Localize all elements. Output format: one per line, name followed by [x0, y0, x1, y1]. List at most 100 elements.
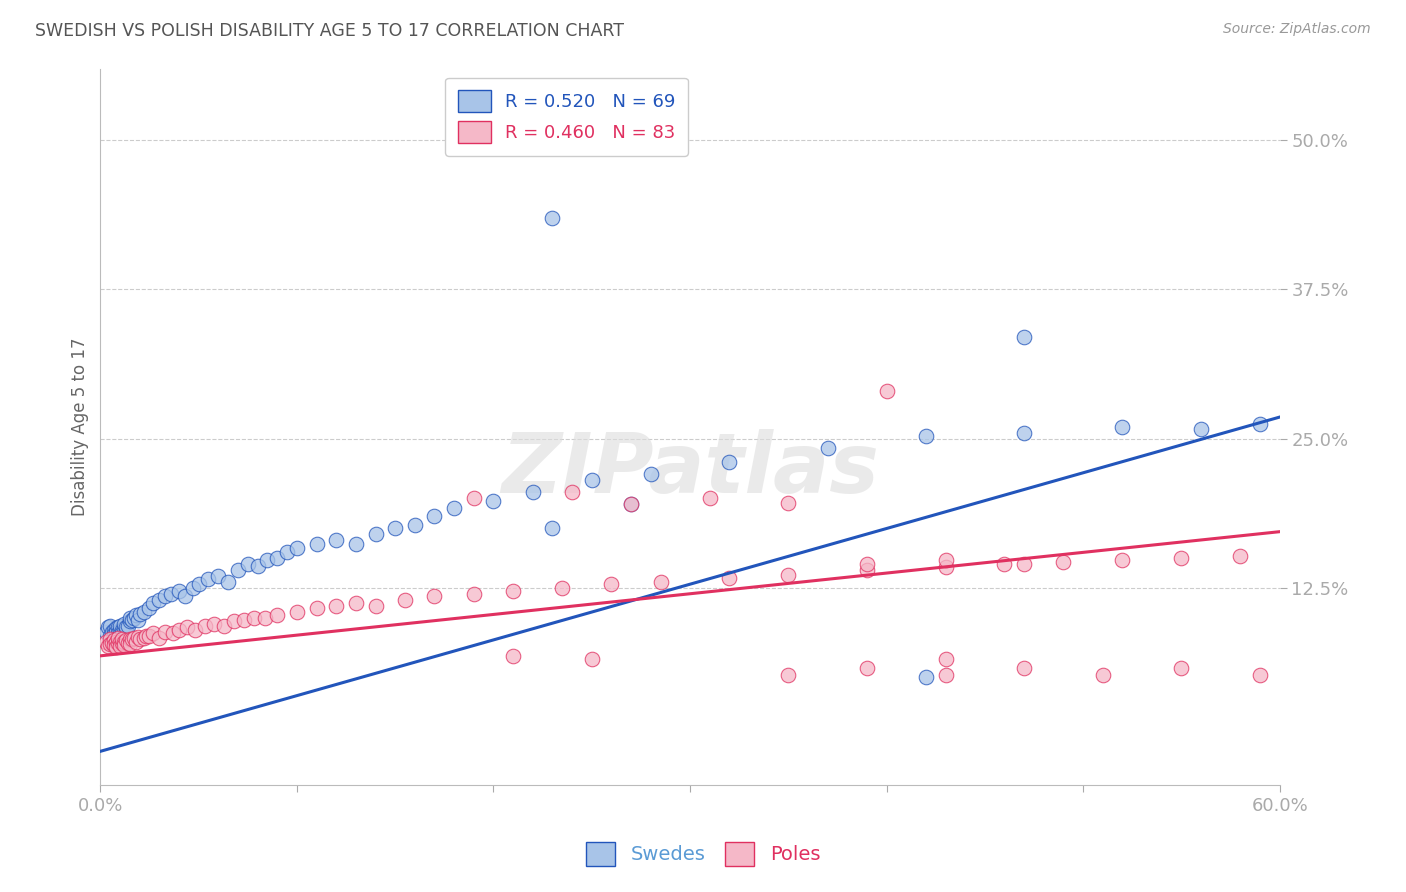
- Point: [266, 608, 288, 623]
- Point: [256, 553, 278, 567]
- Point: [384, 521, 406, 535]
- Point: [817, 441, 839, 455]
- Point: [423, 509, 446, 524]
- Point: [1052, 555, 1074, 569]
- Point: [856, 661, 879, 675]
- Point: [1012, 661, 1035, 675]
- Point: [122, 631, 145, 645]
- Point: [778, 668, 800, 682]
- Point: [107, 631, 129, 645]
- Point: [118, 637, 141, 651]
- Point: [718, 571, 741, 585]
- Point: [522, 485, 544, 500]
- Point: [620, 497, 643, 511]
- Point: [934, 652, 956, 666]
- Point: [482, 493, 505, 508]
- Point: [117, 636, 139, 650]
- Point: [778, 496, 800, 510]
- Point: [101, 636, 124, 650]
- Point: [246, 559, 269, 574]
- Point: [502, 584, 524, 599]
- Point: [132, 605, 155, 619]
- Point: [148, 631, 170, 645]
- Point: [103, 627, 125, 641]
- Point: [96, 624, 118, 639]
- Point: [176, 620, 198, 634]
- Point: [127, 613, 149, 627]
- Point: [111, 632, 134, 647]
- Point: [1249, 417, 1271, 432]
- Point: [934, 560, 956, 574]
- Point: [125, 634, 148, 648]
- Point: [541, 521, 564, 535]
- Point: [202, 616, 225, 631]
- Point: [254, 610, 277, 624]
- Point: [121, 613, 143, 627]
- Point: [640, 467, 662, 482]
- Point: [155, 589, 177, 603]
- Point: [285, 605, 308, 619]
- Point: [128, 632, 150, 647]
- Point: [1170, 551, 1192, 566]
- Point: [167, 623, 190, 637]
- Point: [463, 587, 485, 601]
- Point: [1111, 419, 1133, 434]
- Point: [212, 619, 235, 633]
- Point: [856, 563, 879, 577]
- Point: [112, 634, 135, 648]
- Point: [112, 616, 135, 631]
- Point: [344, 536, 367, 550]
- Point: [232, 613, 254, 627]
- Point: [443, 500, 465, 515]
- Point: [111, 623, 134, 637]
- Text: Source: ZipAtlas.com: Source: ZipAtlas.com: [1223, 22, 1371, 37]
- Point: [187, 577, 209, 591]
- Point: [107, 626, 129, 640]
- Point: [96, 634, 118, 648]
- Point: [344, 596, 367, 610]
- Point: [285, 541, 308, 556]
- Point: [97, 640, 120, 654]
- Point: [118, 632, 141, 647]
- Point: [160, 587, 183, 601]
- Point: [934, 553, 956, 567]
- Point: [98, 628, 121, 642]
- Point: [98, 632, 121, 647]
- Point: [111, 626, 134, 640]
- Point: [915, 429, 938, 443]
- Point: [121, 632, 143, 647]
- Point: [142, 596, 165, 610]
- Point: [915, 670, 938, 684]
- Point: [125, 608, 148, 623]
- Point: [1012, 425, 1035, 440]
- Point: [1111, 553, 1133, 567]
- Point: [115, 633, 138, 648]
- Text: ZIPatlas: ZIPatlas: [501, 429, 879, 510]
- Point: [581, 652, 603, 666]
- Point: [1229, 549, 1251, 563]
- Point: [112, 621, 135, 635]
- Point: [97, 620, 120, 634]
- Legend: Swedes, Poles: Swedes, Poles: [578, 834, 828, 873]
- Point: [111, 636, 134, 650]
- Point: [404, 517, 426, 532]
- Point: [541, 211, 564, 225]
- Point: [105, 624, 128, 639]
- Point: [142, 626, 165, 640]
- Point: [463, 491, 485, 506]
- Y-axis label: Disability Age 5 to 17: Disability Age 5 to 17: [72, 337, 89, 516]
- Point: [934, 668, 956, 682]
- Point: [502, 648, 524, 663]
- Point: [222, 614, 245, 628]
- Point: [108, 623, 131, 637]
- Point: [620, 497, 643, 511]
- Point: [226, 563, 249, 577]
- Point: [561, 485, 583, 500]
- Point: [242, 610, 264, 624]
- Point: [107, 636, 129, 650]
- Point: [98, 619, 121, 633]
- Text: SWEDISH VS POLISH DISABILITY AGE 5 TO 17 CORRELATION CHART: SWEDISH VS POLISH DISABILITY AGE 5 TO 17…: [35, 22, 624, 40]
- Point: [394, 592, 416, 607]
- Point: [1091, 668, 1114, 682]
- Point: [197, 573, 219, 587]
